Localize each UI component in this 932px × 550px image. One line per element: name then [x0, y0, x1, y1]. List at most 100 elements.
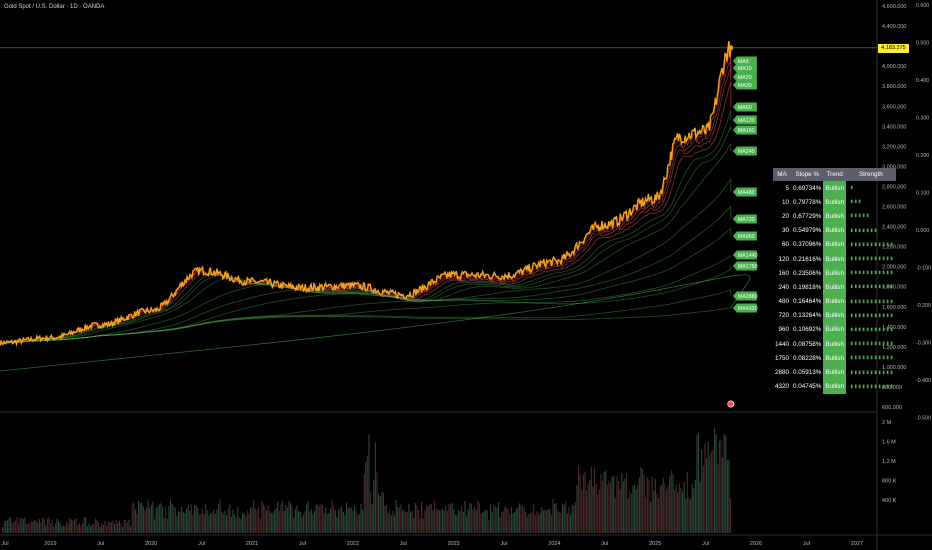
slope-cell: 0.23506% — [793, 269, 822, 277]
volume-bar — [690, 499, 692, 533]
volume-bar — [382, 492, 384, 533]
volume-bar — [29, 523, 31, 533]
volume-bar — [117, 523, 119, 533]
volume-bar — [206, 510, 208, 533]
volume-bar — [8, 518, 10, 533]
y-tick-label: 3,600.000 — [882, 104, 906, 110]
volume-bar — [266, 510, 268, 533]
volume-bar — [282, 500, 284, 533]
volume-bar — [94, 518, 96, 533]
ma-tag: MA60 — [732, 102, 757, 112]
volume-bar — [672, 473, 674, 533]
volume-bar — [70, 519, 72, 533]
slope-cell: 0.08228% — [793, 354, 822, 362]
event-marker-icon[interactable] — [727, 400, 735, 408]
volume-bar — [635, 489, 637, 533]
volume-bar — [546, 510, 548, 533]
volume-bar — [445, 505, 447, 533]
volume-bar — [491, 512, 493, 533]
volume-bar — [322, 505, 324, 533]
volume-bar — [538, 514, 540, 533]
volume-bar — [291, 506, 293, 533]
y-tick-label: 1,000.000 — [882, 365, 906, 371]
volume-bar — [80, 525, 82, 533]
y-tick-label: 1,800.000 — [882, 285, 906, 291]
volume-bar — [208, 515, 210, 533]
volume-bar — [467, 509, 469, 533]
volume-bar — [234, 514, 236, 533]
volume-bar — [184, 513, 186, 533]
x-tick-label: 2023 — [447, 541, 459, 547]
volume-bar — [192, 514, 194, 533]
volume-bar — [3, 520, 5, 533]
volume-bar — [243, 512, 245, 533]
volume-bar — [590, 466, 592, 533]
volume-bar — [674, 490, 676, 533]
volume-bar — [440, 510, 442, 533]
oscillator-tick-label: -0.100 — [916, 266, 931, 272]
volume-bar — [258, 507, 260, 533]
volume-bar — [86, 526, 88, 533]
ma-tag: MA4320 — [732, 303, 758, 313]
volume-bar — [528, 514, 530, 533]
volume-bar — [347, 508, 349, 533]
volume-bar — [278, 510, 280, 533]
ma-tag: MA10 — [732, 63, 757, 73]
volume-bar — [130, 526, 132, 533]
volume-bar — [302, 514, 304, 533]
volume-bar — [232, 509, 234, 533]
volume-bar — [349, 507, 351, 533]
volume-tick-label: 1.6 M — [882, 440, 896, 446]
x-tick-label: Jul — [198, 541, 205, 547]
volume-bar — [626, 473, 628, 533]
strength-bar: ▮▮▮▮▮▮▮▮▮▮▮ — [849, 284, 894, 291]
volume-bar — [613, 475, 615, 533]
volume-bar — [645, 496, 647, 533]
volume-bar — [397, 506, 399, 533]
volume-bar — [416, 505, 418, 533]
volume-bar — [42, 517, 44, 533]
ma-tag-label: MA30 — [738, 83, 752, 89]
volume-bar — [597, 494, 599, 533]
volume-bar — [526, 516, 528, 533]
volume-bar — [699, 481, 701, 533]
volume-bar — [75, 518, 77, 533]
trend-badge: Bullish — [823, 379, 846, 394]
volume-bar — [22, 518, 24, 533]
volume-bar — [40, 522, 42, 533]
volume-bar — [178, 511, 180, 533]
volume-bar — [326, 513, 328, 533]
ma-period-cell: 120 — [778, 255, 790, 263]
volume-bar — [306, 504, 308, 533]
volume-bar — [126, 522, 128, 533]
volume-bar — [565, 500, 567, 533]
volume-bar — [27, 523, 29, 533]
volume-bar — [67, 524, 69, 533]
strength-bar: ▮▮▮▮▮ — [849, 213, 870, 220]
volume-bar — [586, 490, 588, 533]
volume-bar — [253, 500, 255, 533]
volume-bar — [429, 504, 431, 533]
volume-bar — [106, 525, 108, 533]
volume-bar — [238, 517, 240, 533]
volume-bar — [464, 501, 466, 533]
volume-bar — [189, 510, 191, 533]
volume-bar — [622, 481, 624, 533]
volume-bar — [338, 509, 340, 533]
ma-line — [0, 266, 732, 346]
volume-bar — [69, 518, 71, 533]
slope-cell: 0.16464% — [793, 298, 822, 306]
volume-bar — [312, 513, 314, 533]
volume-bar — [374, 442, 376, 533]
volume-bar — [90, 526, 92, 533]
volume-bar — [134, 509, 136, 533]
volume-bar — [176, 516, 178, 533]
volume-bar — [637, 485, 639, 533]
volume-bar — [368, 434, 370, 533]
volume-bar — [541, 507, 543, 533]
volume-bar — [304, 511, 306, 533]
volume-bar — [378, 493, 380, 533]
volume-bar — [403, 509, 405, 533]
volume-bar — [507, 508, 509, 533]
